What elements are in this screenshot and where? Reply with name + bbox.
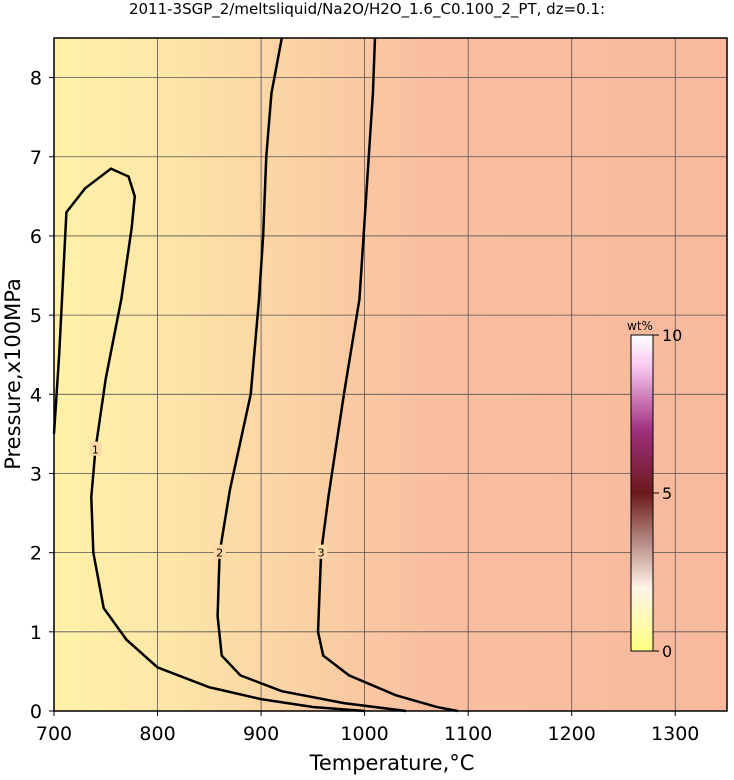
y-tick-label: 0 [30,701,42,723]
colorbar [630,334,654,652]
colorbar-tick-label: 0 [662,642,672,661]
y-tick-label: 8 [30,68,42,90]
contour-label-bg [213,544,226,559]
x-tick-label: 700 [36,723,72,745]
x-tick-label: 1100 [444,723,492,745]
contour-label-bg [315,544,328,559]
y-axis-label: Pressure,x100MPa [1,278,25,470]
x-tick-label: 1300 [651,723,699,745]
x-tick-label: 800 [139,723,175,745]
y-tick-label: 2 [30,543,42,565]
x-tick-label: 1200 [548,723,596,745]
grid [53,38,727,712]
plot-frame [53,37,728,712]
contour-label-bg [89,441,102,456]
contour-line [216,37,407,713]
plot-background [54,38,727,711]
y-tick-label: 7 [30,147,42,169]
contour-label: 1 [92,444,99,457]
chart-title: 2011-3SGP_2/meltsliquid/Na2O/H2O_1.6_C0.… [129,0,605,19]
colorbar-tick-label: 5 [662,484,672,503]
x-tick-label: 1000 [340,723,388,745]
contour-line [52,167,365,713]
contours: 1 2 3 [52,37,459,713]
y-tick-label: 3 [30,463,42,485]
y-tick-label: 6 [30,226,42,248]
contour-label: 3 [318,547,325,560]
colorbar-label: wt% [627,319,653,333]
x-axis-label: Temperature,°C [309,751,475,775]
contour-line [316,37,459,713]
y-tick-label: 5 [30,305,42,327]
x-tick-label: 900 [243,723,279,745]
contour-label: 2 [216,547,223,560]
colorbar-tick-label: 10 [662,326,682,345]
y-tick-label: 1 [30,622,42,644]
y-tick-label: 4 [30,384,42,406]
